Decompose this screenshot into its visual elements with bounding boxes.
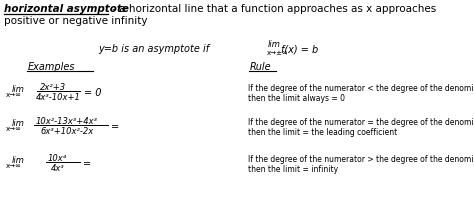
Text: =: = [111,121,119,131]
Text: 2x²+3: 2x²+3 [40,83,66,91]
Text: f(x) = b: f(x) = b [281,45,318,55]
Text: lim: lim [12,85,25,94]
Text: horizontal asymptote: horizontal asymptote [4,4,129,14]
Text: Rule: Rule [250,62,272,72]
Text: 10x⁴: 10x⁴ [48,153,67,162]
Text: - a horizontal line that a function approaches as x approaches: - a horizontal line that a function appr… [109,4,436,14]
Text: x→∞: x→∞ [6,125,22,131]
Text: 4x³-10x+1: 4x³-10x+1 [36,92,81,102]
Text: If the degree of the numerator < the degree of the denominator,
then the limit a: If the degree of the numerator < the deg… [248,84,474,103]
Text: x→∞: x→∞ [6,162,22,168]
Text: lim: lim [268,40,281,49]
Text: x→∞: x→∞ [6,91,22,97]
Text: = 0: = 0 [84,88,101,97]
Text: positive or negative infinity: positive or negative infinity [4,16,147,26]
Text: lim: lim [12,155,25,164]
Text: y=b is an asymptote if: y=b is an asymptote if [98,44,209,54]
Text: Examples: Examples [28,62,75,72]
Text: If the degree of the numerator = the degree of the denominator,
then the limit =: If the degree of the numerator = the deg… [248,117,474,137]
Text: 6x³+10x²-2x: 6x³+10x²-2x [40,126,93,135]
Text: =: = [83,158,91,168]
Text: 4x³: 4x³ [51,163,65,172]
Text: 10x²-13x³+4x³: 10x²-13x³+4x³ [36,116,98,125]
Text: lim: lim [12,118,25,127]
Text: x→±∞: x→±∞ [267,50,289,56]
Text: If the degree of the numerator > the degree of the denominator,
then the limit =: If the degree of the numerator > the deg… [248,154,474,174]
